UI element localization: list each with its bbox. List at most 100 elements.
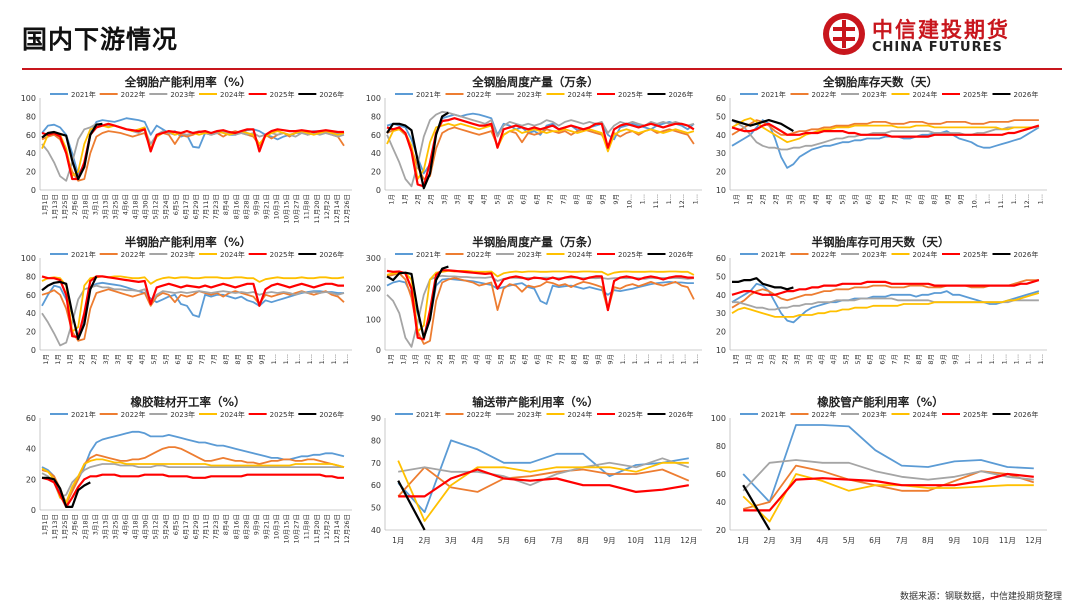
x-tick-label: 1...	[668, 354, 676, 364]
chart-title: 半钢胎周度产量（万条）	[472, 235, 599, 249]
x-tick-label: 2月	[78, 354, 86, 365]
legend-label: 2022年	[121, 410, 146, 419]
x-tick-label: 5月	[150, 354, 158, 365]
y-tick-label: 60	[716, 94, 726, 103]
chart-rubber-shoe-operating-rate: 橡胶鞋材开工率（%） 2021年 2022年 2023年 2024年 2025年 2026年…	[18, 392, 358, 552]
x-tick-label: 5月	[506, 194, 514, 205]
x-tick-label: 12月14日	[333, 194, 341, 224]
x-tick-label: 7月23日	[212, 514, 220, 539]
y-tick-label: 0	[376, 186, 381, 195]
chart-title: 全钢胎产能利用率（%）	[124, 75, 252, 89]
x-tick-label: 8月	[931, 194, 939, 205]
legend-label: 2025年	[963, 410, 988, 419]
x-tick-label: 4月	[471, 536, 483, 545]
y-tick-label: 20	[716, 168, 726, 177]
series-line-2026年	[386, 111, 449, 190]
x-tick-label: 12月2日	[323, 514, 331, 539]
x-tick-label: 9月	[258, 354, 266, 365]
x-tick-label: 3月	[793, 354, 801, 365]
series-line-2022年	[386, 272, 695, 345]
x-tick-label: 10月27日	[293, 194, 301, 224]
x-tick-label: 4月	[480, 194, 488, 205]
legend-label: 2021年	[761, 410, 786, 419]
y-tick-label: 80	[26, 112, 36, 121]
legend-label: 2022年	[467, 410, 492, 419]
chart-svg: 半钢胎产能利用率（%） 2021年 2022年 2023年 2024年 2025年 2026…	[21, 235, 352, 365]
x-tick-label: 5月24日	[162, 514, 170, 539]
x-tick-label: 3月1日	[91, 514, 99, 535]
x-tick-label: 3月	[448, 354, 456, 365]
page-title: 国内下游情况	[22, 25, 179, 54]
x-tick-label: 12月26日	[343, 194, 351, 224]
legend-label: 2021年	[416, 410, 441, 419]
y-tick-label: 20	[371, 168, 381, 177]
x-tick-label: 2月	[414, 194, 422, 205]
x-tick-label: 3月	[805, 354, 813, 365]
chart-car-tire-inventory: 半钢胎库存可用天数（天） 2021年 2022年 2023年 2024年 2025年 202…	[708, 232, 1053, 392]
y-tick-label: 10	[716, 346, 726, 355]
chart-svg: 橡胶管产能利用率（%） 2021年 2022年 2023年 2024年 2025年 2026…	[711, 395, 1047, 545]
series-line-2021年	[386, 278, 694, 339]
x-tick-label: 2月	[90, 354, 98, 365]
legend-label: 2024年	[568, 250, 593, 259]
x-tick-label: 8月	[222, 354, 230, 365]
legend-label: 2022年	[121, 250, 146, 259]
x-tick-label: 6月	[878, 194, 886, 205]
x-tick-label: 7月11日	[202, 194, 210, 219]
legend-label: 2024年	[220, 250, 245, 259]
x-tick-label: 1...	[692, 354, 700, 364]
data-source-note: 数据来源：钢联数据，中信建投期货整理	[899, 592, 1062, 602]
series-line-2023年	[41, 463, 344, 499]
x-tick-label: 4月	[816, 536, 828, 545]
y-tick-label: 200	[366, 285, 381, 294]
x-tick-label: 1月	[66, 354, 74, 365]
x-tick-label: 3月	[440, 194, 448, 205]
x-tick-label: 8月4日	[222, 194, 230, 215]
y-tick-label: 80	[716, 442, 726, 451]
y-tick-label: 60	[716, 470, 726, 479]
x-tick-label: 1...	[976, 354, 984, 364]
x-tick-label: 10月3日	[273, 514, 281, 539]
chart-rubber-hose-utilization: 橡胶管产能利用率（%） 2021年 2022年 2023年 2024年 2025年 2026…	[708, 392, 1053, 552]
x-tick-label: 3月13日	[101, 514, 109, 539]
x-tick-label: 1月1日	[41, 194, 49, 215]
x-tick-label: 8月	[234, 354, 242, 365]
x-tick-label: 7月	[903, 354, 911, 365]
x-tick-label: 7月	[559, 194, 567, 205]
x-tick-label: 10...	[625, 194, 633, 208]
x-tick-label: 1...	[342, 354, 350, 364]
x-tick-label: 1...	[318, 354, 326, 364]
x-tick-label: 9月	[607, 354, 615, 365]
legend-label: 2026年	[319, 250, 344, 259]
x-tick-label: 2月	[769, 354, 777, 365]
x-tick-label: 6月	[174, 354, 182, 365]
legend-label: 2021年	[71, 90, 96, 99]
chart-truck-tire-utilization: 全钢胎产能利用率（%） 2021年 2022年 2023年 2024年 2025年 2026…	[18, 72, 358, 232]
x-tick-label: 2月	[427, 194, 435, 205]
legend-label: 2024年	[568, 90, 593, 99]
x-tick-label: 2月	[772, 194, 780, 205]
x-tick-label: 1...	[294, 354, 302, 364]
series-line-2024年	[41, 275, 345, 333]
x-tick-label: 1月1日	[41, 514, 49, 535]
x-tick-label: 2月	[436, 354, 444, 365]
chart-title: 全钢胎库存天数（天）	[822, 75, 938, 89]
x-tick-label: 1月25日	[61, 514, 69, 539]
x-tick-label: 1月	[411, 354, 419, 365]
header-rule	[22, 68, 1062, 70]
legend-label: 2025年	[270, 250, 295, 259]
legend-label: 2023年	[862, 410, 887, 419]
x-tick-label: 6月	[533, 354, 541, 365]
y-tick-label: 90	[371, 414, 381, 423]
x-tick-label: 6月	[533, 194, 541, 205]
y-tick-label: 60	[26, 291, 36, 300]
y-tick-label: 100	[21, 94, 36, 103]
x-tick-label: 1...	[988, 354, 996, 364]
x-tick-label: 8月28日	[242, 514, 250, 539]
x-tick-label: 7月	[198, 354, 206, 365]
x-tick-label: 11月20日	[313, 514, 321, 544]
x-tick-label: 6月	[520, 194, 528, 205]
x-tick-label: 1月	[746, 194, 754, 205]
x-tick-label: 2月	[781, 354, 789, 365]
legend-label: 2022年	[467, 250, 492, 259]
